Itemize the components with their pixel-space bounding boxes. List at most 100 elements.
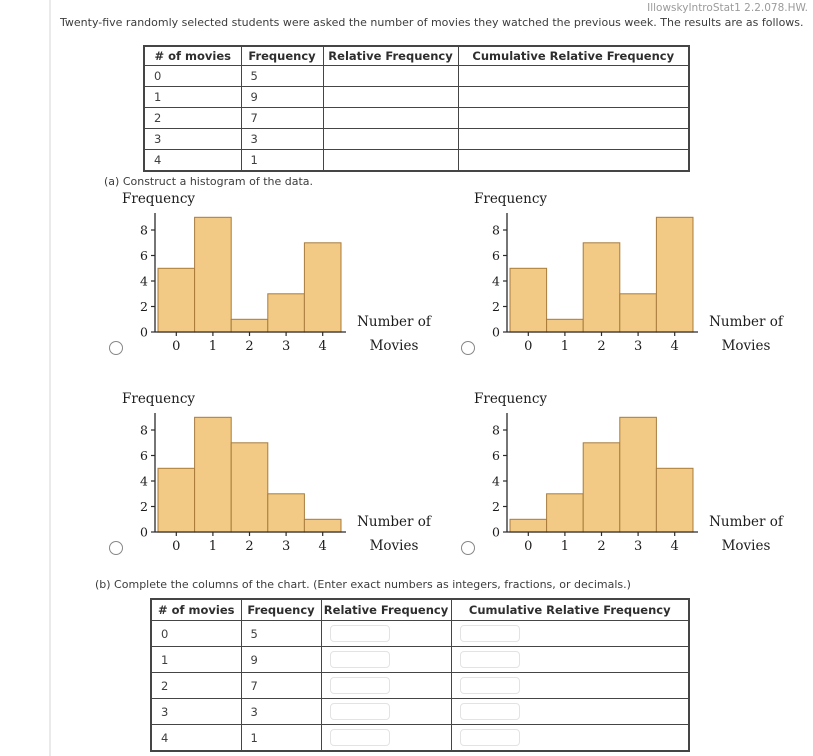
y-tick-label: 0: [140, 325, 148, 340]
histogram-option-4: Frequency 0 2 4 6 8 0 1 2 3 4 Number of Movies: [460, 391, 813, 563]
relative-frequency-input-cell: [320, 672, 452, 699]
movies-cell: 2: [143, 107, 242, 129]
histogram-bar-x2: [230, 318, 269, 333]
cumulative-relative-frequency-cell: [457, 65, 690, 87]
cumulative-relative-frequency-input-cell: [450, 646, 690, 673]
x-tick-label: 1: [561, 339, 569, 354]
y-tick-label: 2: [492, 499, 500, 514]
cumulative-relative-frequency-cell: [457, 86, 690, 108]
x-tick-label: 2: [597, 339, 605, 354]
col-header-frequency: Frequency: [240, 598, 322, 621]
x-axis-title-line2: Movies: [721, 338, 771, 354]
y-tick-label: 6: [140, 248, 148, 263]
x-tick-label: 0: [524, 539, 532, 554]
x-tick-label: 0: [172, 539, 180, 554]
histogram-bar-x3: [619, 416, 657, 533]
histogram-bar-x2: [582, 242, 621, 333]
relative-frequency-input-row4[interactable]: [329, 729, 390, 746]
cumulative-relative-frequency-cell: [457, 107, 690, 129]
relative-frequency-input-cell: [320, 724, 452, 752]
x-tick-label: 4: [319, 539, 327, 554]
histogram-plot-2: 0 2 4 6 8 0 1 2 3 4: [492, 213, 698, 354]
histogram-bar-x1: [546, 493, 584, 533]
histogram-bar-x0: [157, 267, 196, 333]
col-header-relative-frequency: Relative Frequency: [320, 598, 452, 621]
x-tick-label: 4: [671, 339, 679, 354]
y-tick-label: 4: [140, 474, 148, 489]
histogram-bar-x1: [194, 216, 232, 333]
y-tick-label: 8: [140, 223, 148, 238]
y-tick-label: 4: [492, 474, 500, 489]
relative-frequency-input-row3[interactable]: [329, 703, 390, 720]
cumulative-relative-frequency-input-row1[interactable]: [459, 651, 520, 668]
y-tick-label: 8: [492, 423, 500, 438]
y-tick-label: 2: [140, 299, 148, 314]
y-tick-label: 0: [140, 525, 148, 540]
relative-frequency-cell: [322, 149, 459, 172]
x-tick-label: 1: [209, 539, 217, 554]
cumulative-relative-frequency-input-row3[interactable]: [459, 703, 520, 720]
relative-frequency-input-row2[interactable]: [329, 677, 390, 694]
table-header-row: # of movies Frequency Relative Frequency…: [143, 45, 690, 66]
x-tick-label: 3: [634, 339, 642, 354]
part-b-label: (b) Complete the columns of the chart. (…: [95, 578, 631, 591]
relative-frequency-input-row0[interactable]: [329, 625, 390, 642]
x-axis-title-line2: Movies: [721, 538, 771, 554]
frequency-cell: 3: [240, 128, 324, 150]
cumulative-relative-frequency-input-row2[interactable]: [459, 677, 520, 694]
relative-frequency-cell: [322, 128, 459, 150]
x-tick-label: 3: [634, 539, 642, 554]
histogram-bar-x0: [509, 267, 548, 333]
x-tick-label: 2: [245, 339, 253, 354]
col-header-relative-frequency: Relative Frequency: [322, 45, 459, 66]
cumulative-relative-frequency-input-row0[interactable]: [459, 625, 520, 642]
problem-statement: Twenty-five randomly selected students w…: [60, 16, 804, 29]
x-axis-title: Number of Movies: [705, 510, 787, 558]
cumulative-relative-frequency-input-cell: [450, 698, 690, 725]
left-margin-divider: [49, 0, 51, 756]
x-tick-label: 0: [524, 339, 532, 354]
y-tick-label: 6: [492, 248, 500, 263]
given-frequency-table: # of movies Frequency Relative Frequency…: [143, 45, 690, 172]
x-axis-title: Number of Movies: [353, 510, 435, 558]
relative-frequency-cell: [322, 65, 459, 87]
relative-frequency-input-row1[interactable]: [329, 651, 390, 668]
histogram-option-3: Frequency 0 2 4 6 8 0 1 2 3 4 Number of Movies: [108, 391, 580, 563]
frequency-cell: 1: [240, 724, 322, 752]
histogram-bar-x1: [194, 416, 232, 533]
histogram-option-4-radio[interactable]: [461, 541, 475, 555]
cumulative-relative-frequency-input-row4[interactable]: [459, 729, 520, 746]
histogram-bar-x3: [267, 493, 305, 533]
table-row: 4 1: [150, 724, 690, 752]
x-axis-title-line1: Number of: [709, 314, 783, 330]
histogram-bar-x4: [655, 467, 694, 533]
y-tick-label: 2: [492, 299, 500, 314]
histogram-option-1-radio[interactable]: [109, 341, 123, 355]
histogram-option-2: Frequency 0 2 4 6 8 0 1 2 3 4 Number of Movies: [460, 191, 813, 363]
x-tick-label: 2: [245, 539, 253, 554]
col-header-movies: # of movies: [150, 598, 242, 621]
x-axis-title-line1: Number of: [357, 314, 431, 330]
movies-cell: 1: [143, 86, 242, 108]
y-tick-label: 0: [492, 325, 500, 340]
col-header-frequency: Frequency: [240, 45, 324, 66]
assignment-tag: IllowskyIntroStat1 2.2.078.HW.: [647, 2, 808, 14]
x-tick-label: 0: [172, 339, 180, 354]
movies-cell: 3: [143, 128, 242, 150]
histogram-option-2-radio[interactable]: [461, 341, 475, 355]
y-axis-title: Frequency: [122, 191, 196, 207]
histogram-bar-x4: [655, 216, 694, 333]
frequency-cell: 7: [240, 672, 322, 699]
x-tick-label: 4: [671, 539, 679, 554]
table-row: 0 5: [150, 620, 690, 647]
part-a-label: (a) Construct a histogram of the data.: [104, 175, 314, 188]
histogram-option-3-radio[interactable]: [109, 541, 123, 555]
movies-cell: 2: [150, 672, 242, 699]
histogram-bar-x0: [509, 518, 548, 533]
cumulative-relative-frequency-cell: [457, 128, 690, 150]
